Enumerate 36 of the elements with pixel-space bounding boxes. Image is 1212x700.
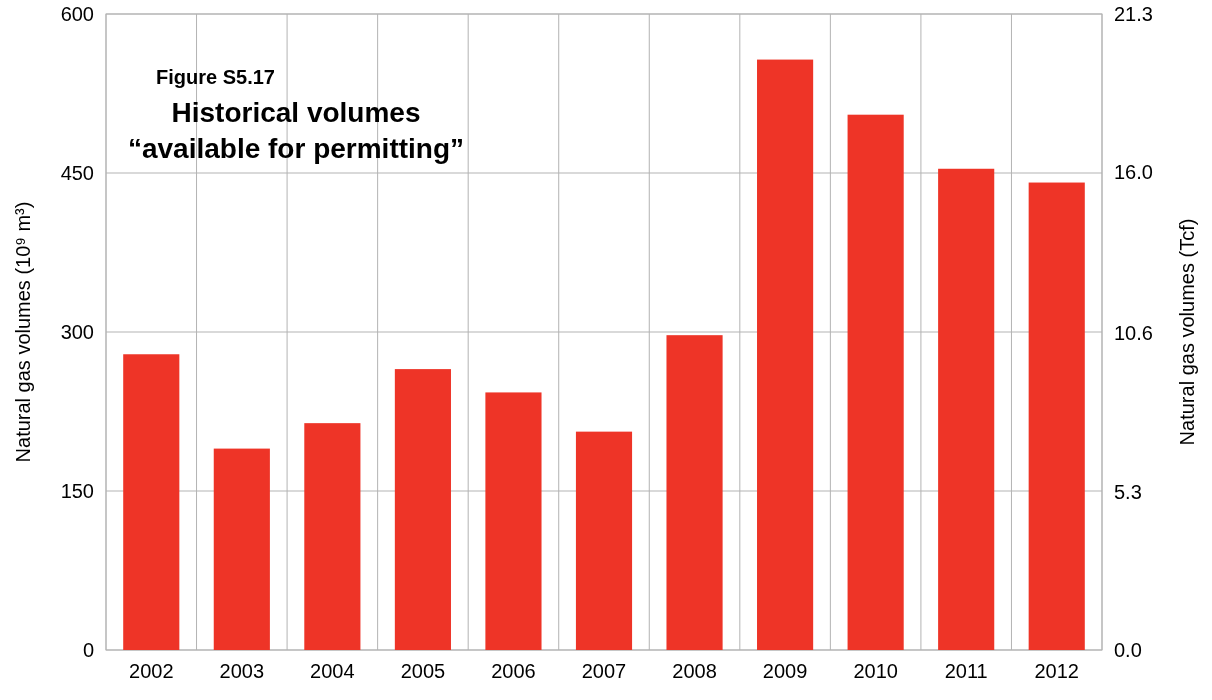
text: Figure S5.17 bbox=[156, 66, 275, 88]
x-tick-label: 2010 bbox=[853, 660, 898, 683]
text: Historical volumes “available for permitting” bbox=[127, 97, 465, 164]
x-tick-label: 2006 bbox=[491, 660, 536, 683]
x-tick-label: 2012 bbox=[1034, 660, 1079, 683]
y-axis-title: Natural gas volumes (10⁹ m³) bbox=[12, 201, 34, 463]
y2-tick-label: 0.0 bbox=[1114, 638, 1142, 661]
x-tick-label: 2007 bbox=[581, 660, 627, 683]
bar bbox=[123, 354, 180, 650]
y-tick-label: 150 bbox=[60, 479, 94, 502]
y-tick-label: 600 bbox=[60, 2, 94, 25]
bar bbox=[485, 392, 542, 650]
x-tick-label: 2008 bbox=[672, 660, 717, 683]
bar bbox=[575, 431, 633, 650]
x-tick-label: 2003 bbox=[219, 660, 265, 683]
bar bbox=[938, 168, 995, 650]
x-tick-label: 2002 bbox=[129, 660, 174, 683]
bar bbox=[1028, 182, 1085, 650]
y2-axis-title: Natural gas volumes (Tcf) bbox=[1176, 218, 1198, 446]
bar bbox=[304, 423, 361, 650]
bar bbox=[847, 114, 904, 650]
y-tick-label: 0 bbox=[82, 638, 94, 661]
y2-tick-label: 16.0 bbox=[1114, 161, 1153, 184]
x-tick-label: 2009 bbox=[762, 660, 808, 683]
y2-tick-label: 21.3 bbox=[1114, 2, 1153, 25]
bar bbox=[757, 59, 814, 650]
bar bbox=[213, 448, 270, 650]
y-tick-label: 300 bbox=[60, 320, 94, 343]
y2-tick-label: 5.3 bbox=[1114, 480, 1142, 503]
y2-tick-label: 10.6 bbox=[1114, 322, 1153, 345]
x-tick-label: 2005 bbox=[400, 660, 446, 683]
y-tick-label: 450 bbox=[60, 161, 94, 184]
bar bbox=[666, 335, 723, 650]
x-tick-label: 2011 bbox=[944, 660, 988, 683]
x-tick-label: 2004 bbox=[310, 660, 355, 683]
bar bbox=[394, 369, 451, 650]
